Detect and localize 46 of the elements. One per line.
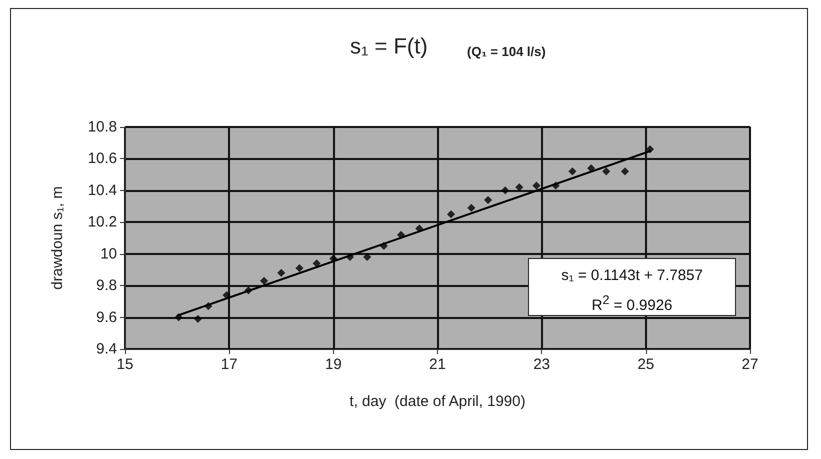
point <box>484 196 492 204</box>
text-box: s₁ = 0.1143t + 7.7857 R$^{2}$ = 0.9926 <box>528 258 736 316</box>
x-tick-label: 21 <box>429 356 446 373</box>
x-tick-label: 15 <box>116 356 134 373</box>
annotation: s₁ = 0.1143t + 7.7857 <box>560 266 704 286</box>
x-tick-label: 23 <box>533 356 550 373</box>
point <box>194 314 202 323</box>
y-axis-title: drawdoun s₁, m <box>49 186 66 290</box>
point <box>277 268 286 277</box>
annotation: R$^{2}$ = 0.9926 <box>590 292 674 316</box>
point <box>174 313 183 322</box>
point <box>346 253 354 262</box>
point <box>621 167 629 176</box>
point <box>397 230 406 239</box>
point <box>260 276 268 285</box>
x-tick-label: 25 <box>637 356 654 373</box>
y-tick-label: 10.6 <box>88 150 117 168</box>
point <box>532 182 540 190</box>
y-tick-label: 9.8 <box>96 277 117 294</box>
point <box>204 302 212 310</box>
chart-subtitle: (Q₁ = 104 l/s) <box>467 44 546 59</box>
point <box>447 210 456 218</box>
x-axis-title: t, day (date of April, 1990) <box>350 393 526 410</box>
point <box>244 286 252 294</box>
chart-title: s₁ = F(t) <box>350 34 428 58</box>
point <box>295 264 304 272</box>
point <box>602 167 610 176</box>
x-tick-label: 27 <box>742 356 758 373</box>
y-tick-label: 9.4 <box>96 340 117 358</box>
x-tick-label: 19 <box>324 356 342 373</box>
point <box>380 242 388 250</box>
point <box>515 183 524 192</box>
x-tick-label: 17 <box>220 356 238 373</box>
point <box>415 224 424 232</box>
point <box>363 253 372 262</box>
y-tick-label: 10.8 <box>88 118 117 136</box>
y-tick-label: 10.4 <box>88 182 117 199</box>
point <box>312 259 321 268</box>
point <box>568 167 576 176</box>
point <box>501 186 510 194</box>
point <box>467 204 476 212</box>
point <box>646 145 654 154</box>
y-tick-label: 10 <box>100 245 117 262</box>
y-tick-label: 9.6 <box>96 308 117 326</box>
point <box>552 182 560 190</box>
y-tick-label: 10.2 <box>88 214 117 231</box>
